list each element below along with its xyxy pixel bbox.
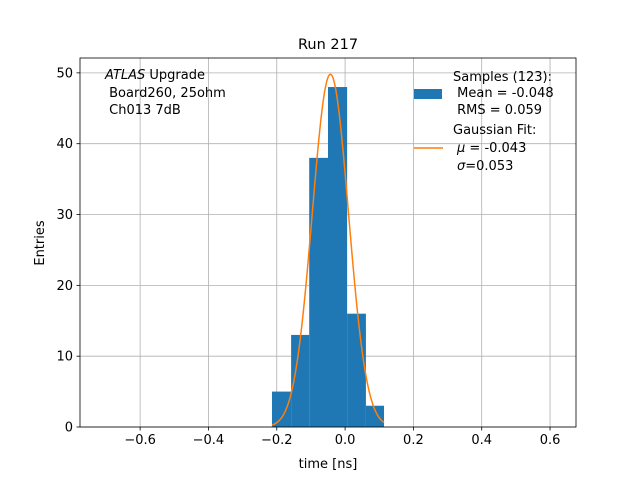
- histogram-bar: [328, 87, 348, 427]
- annotation-upgrade: Upgrade: [145, 68, 205, 83]
- x-tick-label: −0.2: [261, 433, 293, 448]
- x-axis-ticks: −0.6 −0.4 −0.2 0.0 0.2 0.4 0.6: [124, 427, 560, 448]
- svg-text:σ=0.053: σ=0.053: [457, 159, 513, 174]
- annotation-board: Board260, 25ohm: [105, 86, 226, 101]
- gaussian-fit-curve: [271, 73, 385, 426]
- legend-fit-title: Gaussian Fit:: [453, 123, 536, 138]
- histogram-bar: [365, 405, 385, 427]
- legend-mu-symbol: μ: [456, 141, 465, 156]
- legend-samples-title: Samples (123):: [453, 70, 552, 85]
- legend-samples-rms: RMS = 0.059: [453, 103, 542, 118]
- annotation-atlas: ATLAS: [104, 68, 145, 83]
- y-tick-label: 20: [56, 279, 73, 294]
- x-tick-label: −0.6: [124, 433, 156, 448]
- legend: Samples (123): Mean = -0.048 RMS = 0.059…: [414, 70, 554, 174]
- atlas-annotation: ATLAS Upgrade Board260, 25ohm Ch013 7dB: [104, 68, 226, 118]
- axes-frame: [79, 57, 577, 428]
- histogram-bar: [271, 391, 292, 427]
- legend-sigma-value: =0.053: [465, 159, 513, 174]
- svg-text:ATLAS Upgrade: ATLAS Upgrade: [104, 68, 205, 83]
- x-axis-label: time [ns]: [299, 457, 358, 472]
- x-tick-label: 0.6: [540, 433, 561, 448]
- chart-title: Run 217: [298, 37, 358, 53]
- annotation-channel: Ch013 7dB: [105, 103, 181, 118]
- y-tick-label: 30: [56, 208, 73, 223]
- legend-samples-mean: Mean = -0.048: [453, 86, 554, 101]
- x-tick-label: 0.2: [403, 433, 424, 448]
- y-tick-label: 50: [56, 66, 73, 81]
- histogram-bars: [271, 87, 385, 428]
- legend-samples-swatch: [414, 89, 442, 99]
- y-axis-ticks: 0 10 20 30 40 50: [56, 66, 80, 436]
- y-tick-label: 10: [56, 350, 73, 365]
- legend-sigma-symbol: σ: [457, 159, 466, 174]
- y-tick-label: 40: [56, 137, 73, 152]
- y-tick-label: 0: [65, 421, 73, 436]
- legend-mu-value: = -0.043: [465, 141, 526, 156]
- y-axis-label: Entries: [33, 220, 48, 266]
- histogram-bar: [347, 313, 366, 427]
- histogram-bar: [309, 157, 328, 428]
- x-tick-label: 0.4: [471, 433, 492, 448]
- x-tick-label: 0.0: [335, 433, 356, 448]
- x-tick-label: −0.4: [193, 433, 225, 448]
- histogram-bar: [291, 334, 310, 427]
- svg-text:μ = -0.043: μ = -0.043: [456, 141, 526, 156]
